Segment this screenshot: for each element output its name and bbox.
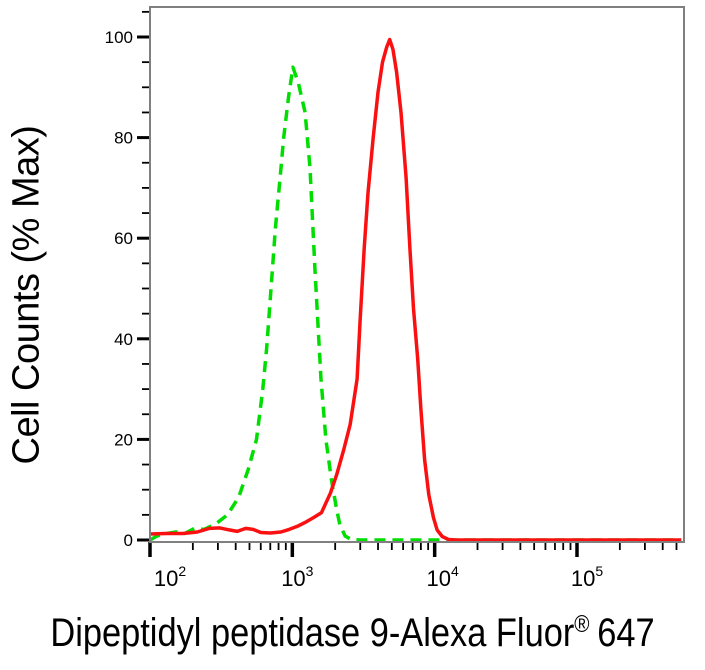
y-tick-label: 60 xyxy=(114,229,133,248)
x-tick-label: 103 xyxy=(281,563,313,591)
red-solid-sample-curve xyxy=(149,37,682,542)
plot-frame xyxy=(149,6,685,543)
y-tick-label: 80 xyxy=(114,129,133,148)
registered-trademark-symbol: ® xyxy=(574,611,590,638)
x-axis-title-suffix: 647 xyxy=(597,611,655,655)
axis-tick-labels: 0 20 40 60 80 100 102 103 104 105 xyxy=(105,28,604,591)
y-tick-label: 100 xyxy=(105,28,133,47)
x-tick-label: 105 xyxy=(571,563,603,591)
x-tick-label: 104 xyxy=(427,563,459,591)
x-axis-title: Dipeptidyl peptidase 9-Alexa Fluor® 647 xyxy=(49,611,655,656)
x-tick-label: 102 xyxy=(154,563,186,591)
y-tick-label: 0 xyxy=(124,531,133,550)
histogram-curves xyxy=(149,37,682,542)
y-axis-title: Cell Counts (% Max) xyxy=(5,125,48,465)
x-axis-title-text: Dipeptidyl peptidase 9-Alexa Fluor xyxy=(50,611,575,655)
green-dashed-control-curve xyxy=(149,65,682,542)
y-tick-label: 40 xyxy=(114,330,133,349)
axis-ticks xyxy=(137,10,678,557)
y-tick-label: 20 xyxy=(114,430,133,449)
